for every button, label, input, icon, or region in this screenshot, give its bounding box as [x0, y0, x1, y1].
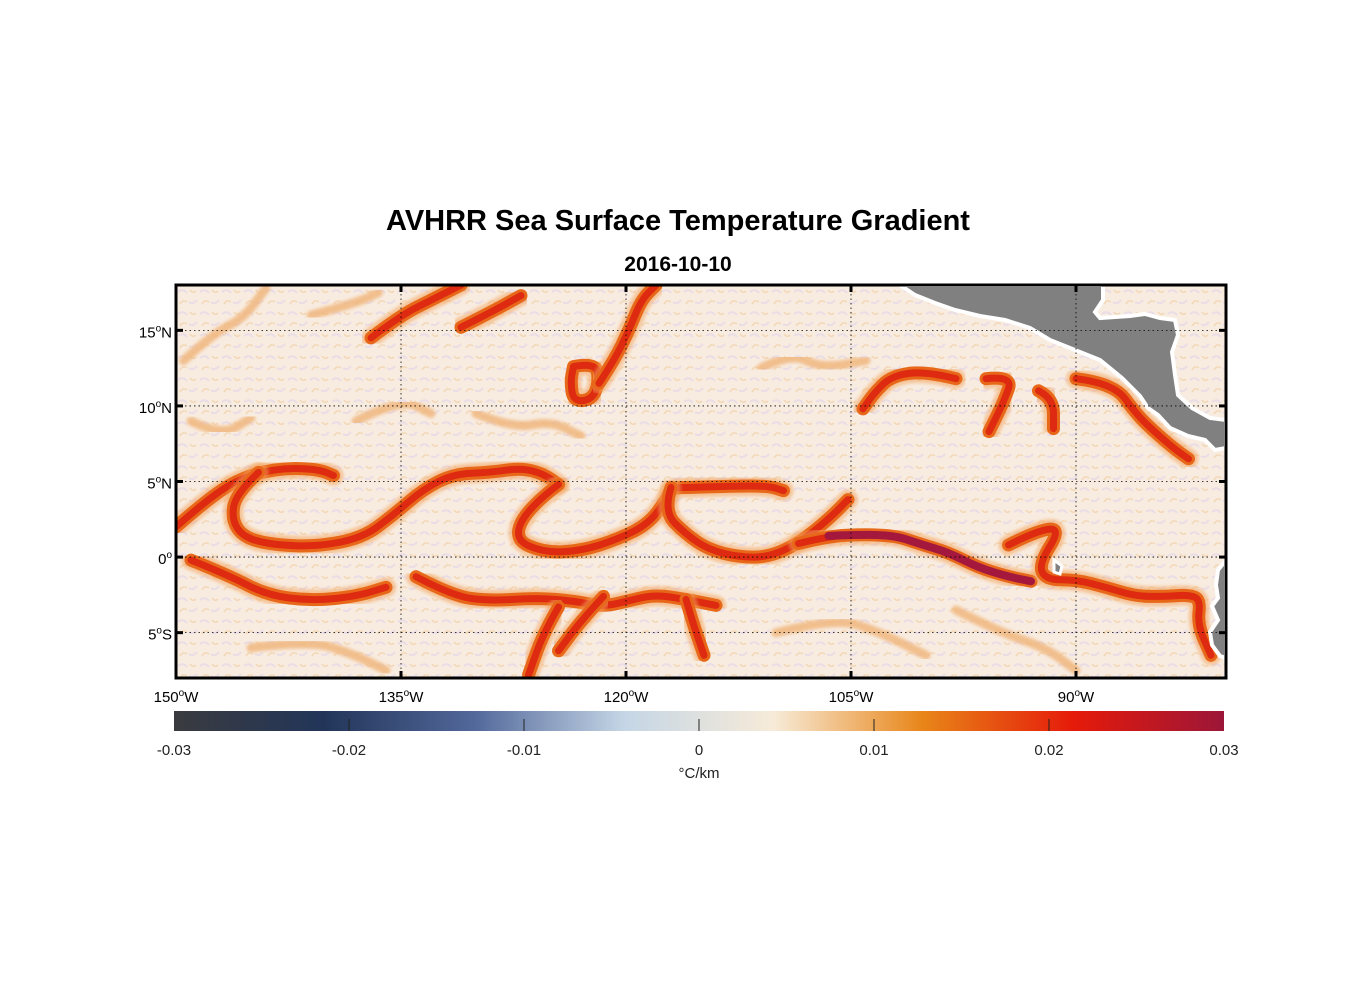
galapagos-island	[1052, 557, 1064, 576]
colorbar-tick-label: -0.02	[332, 742, 366, 759]
front-core	[515, 481, 787, 556]
front-6	[181, 550, 396, 610]
front-8	[518, 597, 569, 678]
weak-front-2	[471, 409, 586, 441]
weak-fronts-layer	[179, 285, 1081, 675]
weak-front-3	[756, 353, 871, 373]
colorbar-tick-label: -0.01	[507, 742, 541, 759]
colorbar-tick-label: -0.03	[157, 742, 191, 759]
lon-tick-label: 150oW	[154, 688, 200, 706]
weak-front-0	[179, 285, 271, 366]
front-18	[451, 285, 531, 338]
lat-tick-label: 0o	[158, 550, 172, 568]
front-core	[682, 595, 708, 659]
front-core	[229, 465, 562, 550]
colorbar-ticks: -0.03 -0.02 -0.01 0 0.01 0.02 0.03	[157, 719, 1239, 759]
front-strong-core	[824, 530, 1035, 586]
front-10	[676, 589, 714, 666]
lon-tick-label: 135oW	[379, 688, 425, 706]
front-core	[187, 556, 390, 604]
map-plot-area	[176, 285, 1226, 678]
front-core	[859, 369, 960, 413]
weak-front-6	[246, 639, 391, 675]
front-core	[555, 592, 607, 655]
front-9	[548, 586, 614, 661]
lat-tick-label: 15oN	[139, 323, 172, 341]
front-core	[457, 292, 525, 331]
front-core	[982, 374, 1013, 436]
lat-tick-label: 10oN	[139, 399, 172, 417]
central-america-land	[896, 285, 1226, 453]
weak-front-1	[306, 288, 383, 320]
colorbar-tick-label: 0	[695, 742, 703, 759]
axis-ticks: 15oN 10oN 5oN 0o 5oS 150oW 135oW 120oW 105oW 90oW	[139, 285, 1226, 706]
lon-tick-label: 120oW	[604, 688, 650, 706]
chart-title: AVHRR Sea Surface Temperature Gradient	[386, 205, 970, 237]
colorbar-tick-label: 0.02	[1034, 742, 1063, 759]
weak-front-4	[771, 618, 931, 660]
colorbar: -0.03 -0.02 -0.01 0 0.01 0.02 0.03 °C/km	[157, 711, 1239, 782]
front-core	[595, 285, 660, 387]
chart-subtitle: 2016-10-10	[624, 253, 732, 276]
weak-front-8	[186, 413, 256, 435]
front-13	[1028, 380, 1064, 439]
front-1	[223, 459, 569, 556]
front-core	[1035, 387, 1057, 433]
front-5	[998, 519, 1221, 666]
front-core	[367, 285, 465, 342]
fronts-layer	[176, 285, 1221, 678]
weak-front-5	[951, 605, 1081, 675]
front-11	[853, 362, 966, 419]
front-12	[976, 368, 1020, 442]
colorbar-label: °C/km	[679, 765, 720, 782]
lon-tick-label: 90oW	[1058, 688, 1095, 706]
front-core	[1072, 375, 1192, 463]
front-17	[361, 285, 471, 348]
front-2	[508, 474, 794, 562]
colorbar-tick-label: 0.03	[1209, 742, 1238, 759]
front-core	[1005, 525, 1215, 659]
front-16	[589, 285, 666, 394]
front-core	[525, 603, 562, 678]
lat-tick-label: 5oN	[147, 475, 172, 493]
front-14	[1066, 368, 1199, 469]
colorbar-tick-label: 0.01	[859, 742, 888, 759]
lat-tick-label: 5oS	[148, 626, 172, 644]
lon-tick-label: 105oW	[829, 688, 875, 706]
